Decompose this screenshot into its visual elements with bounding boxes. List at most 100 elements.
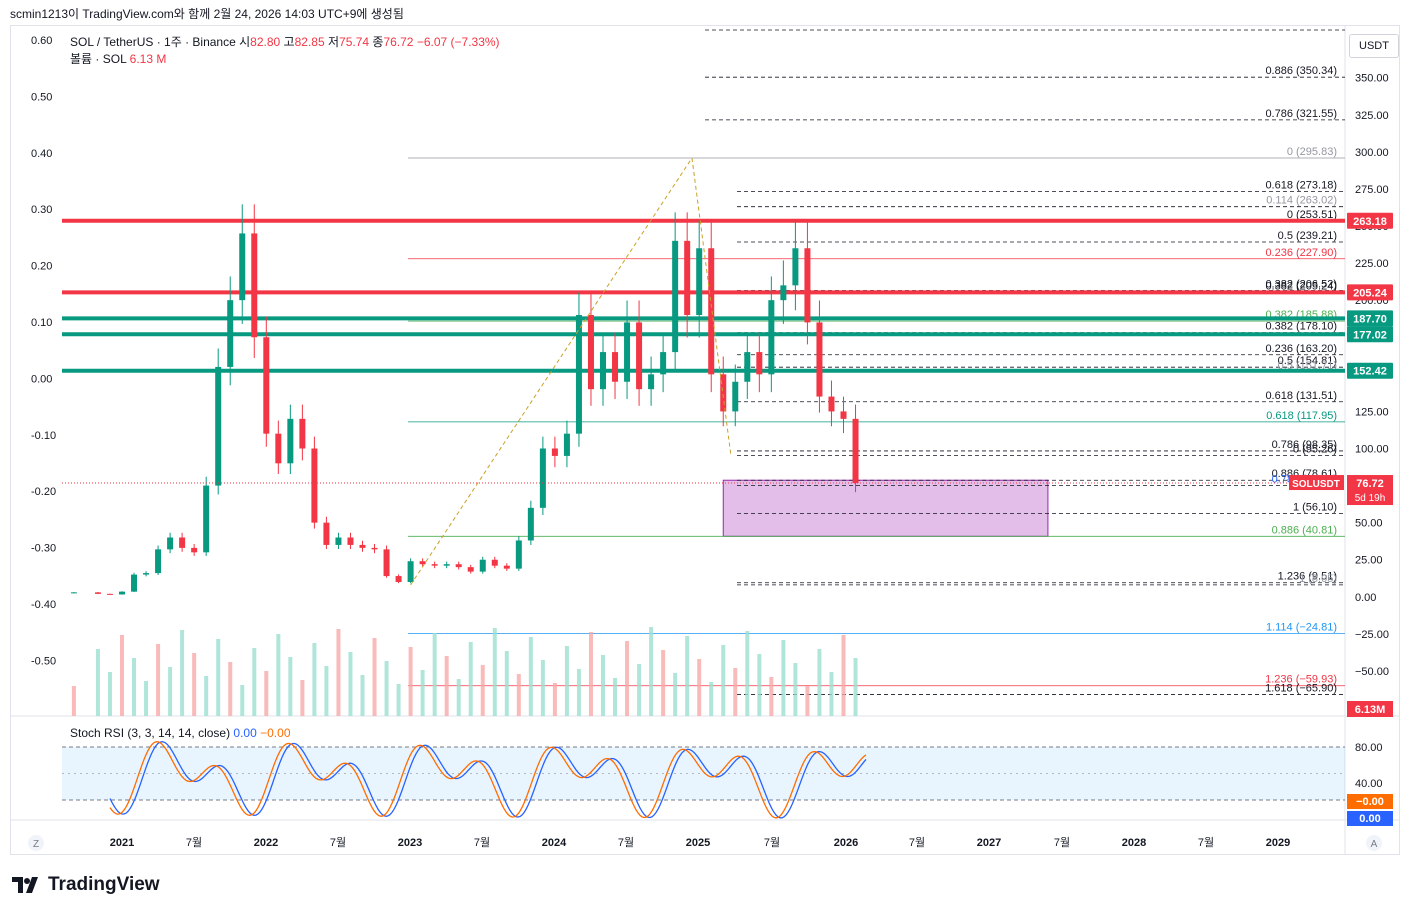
price-badge-text: 187.70 (1353, 313, 1387, 325)
fib-level-label: 0.786 (98.35) (1272, 439, 1337, 451)
fib-level-label: 0.886 (40.81) (1272, 524, 1337, 536)
candle-body (539, 448, 546, 508)
volume-bar (336, 629, 341, 716)
right-axis-tick: −50.00 (1355, 666, 1389, 678)
volume-badge (1347, 701, 1393, 717)
volume-bar (853, 658, 858, 716)
candle-body (263, 337, 270, 434)
price-badge (1347, 310, 1393, 327)
candle-body (575, 315, 582, 434)
candle-body (119, 591, 125, 595)
candle-body (852, 418, 859, 484)
volume-bar (829, 672, 834, 716)
volume-bar (288, 657, 293, 716)
time-axis-label: 2027 (977, 837, 1001, 849)
volume-bar (685, 636, 690, 716)
candle-body (708, 248, 715, 375)
fib-level-label: 1.618 (−65.90) (1265, 683, 1337, 695)
volume-bar (120, 635, 124, 716)
currency-button[interactable]: USDT (1349, 34, 1399, 58)
candle-body (732, 381, 739, 412)
candle-body (816, 322, 823, 397)
candle-body (780, 285, 787, 301)
fib-level-label: 0.382 (178.10) (1265, 321, 1337, 333)
price-badge-text: 205.24 (1353, 287, 1388, 299)
price-badge (1347, 326, 1393, 343)
left-axis-tick: -0.10 (31, 430, 56, 442)
volume-bar (564, 646, 569, 716)
fib-level-label: 0.236 (227.90) (1265, 247, 1337, 259)
candle-body (371, 547, 378, 550)
rsi-d-line (109, 741, 867, 819)
volume-bar (95, 649, 100, 716)
time-axis-label: 7월 (1198, 836, 1214, 849)
tradingview-logo[interactable]: TradingView (12, 874, 160, 896)
volume-bar (625, 641, 630, 716)
volume-bar (805, 686, 810, 716)
fib-level-label: 0 (95.26) (1293, 444, 1337, 456)
price-badge-text: 152.42 (1353, 366, 1387, 378)
volume-bar (709, 682, 714, 716)
chart-frame[interactable]: 0.60 0.50 0.40 0.30 0.20 0.10 0.00 -0.10 -0.20 -0… (10, 25, 1400, 855)
volume-bar (817, 649, 822, 716)
candle-body (672, 240, 679, 353)
volume-bar (504, 651, 509, 716)
fib-level-label: 1.236 (−59.93) (1265, 674, 1337, 686)
fib-level-label: 0.382 (206.52) (1265, 278, 1337, 290)
symbol-legend: SOL / TetherUS · 1주 · Binance 시82.80 고82… (70, 35, 500, 49)
volume-bar (264, 671, 269, 716)
candle-body (227, 300, 234, 367)
volume-legend: 볼륨 · SOL 6.13 M (70, 52, 166, 66)
volume-bar (71, 686, 76, 716)
candle-body (744, 352, 751, 382)
candle-body (251, 233, 258, 338)
tradingview-logo-icon (12, 877, 38, 893)
trend-line (691, 157, 732, 456)
candle-body (696, 248, 703, 316)
time-axis-label: 2024 (542, 837, 567, 849)
left-axis-tick: 0.20 (31, 261, 52, 273)
candle-body (179, 537, 186, 548)
fib-level-label: 0.886 (350.34) (1265, 65, 1337, 77)
candle-body (203, 485, 210, 553)
time-axis-label: 7월 (186, 836, 202, 849)
candle-body (479, 559, 486, 572)
volume-bar (733, 668, 738, 716)
right-axis-tick: 0.00 (1355, 592, 1376, 604)
candle-body (624, 322, 631, 382)
volume-bar (107, 672, 112, 716)
candle-body (347, 537, 354, 545)
rsi-axis-tick: 40.00 (1355, 778, 1383, 790)
candle-body (804, 248, 811, 323)
volume-bar (324, 666, 329, 716)
fib-level-label: 0.618 (117.95) (1266, 410, 1337, 422)
right-axis-tick: 350.00 (1355, 73, 1389, 85)
candle-body (323, 522, 330, 545)
left-axis-tick: 0.10 (31, 317, 52, 329)
candle-body (215, 366, 222, 486)
rsi-axis-tick: 80.00 (1355, 742, 1383, 754)
fib-level-label: 0.618 (273.18) (1265, 180, 1337, 192)
left-axis-tick: -0.30 (31, 543, 56, 555)
share-caption: scmin1213이 TradingView.com와 함께 2월 24, 20… (10, 7, 404, 21)
time-axis-label: 2023 (398, 837, 422, 849)
volume-bar (144, 681, 149, 716)
candle-body (455, 564, 462, 568)
target-zone (722, 479, 1049, 537)
price-chart[interactable]: 0.60 0.50 0.40 0.30 0.20 0.10 0.00 -0.10 -0.20 -0… (11, 26, 1399, 854)
price-badge (1347, 284, 1393, 301)
right-axis-tick: 100.00 (1355, 444, 1389, 456)
candle-body (491, 559, 498, 566)
candle-body (563, 433, 570, 456)
fib-level-label: 0.114 (263.02) (1266, 195, 1337, 207)
time-axis-label: 7월 (1054, 836, 1070, 849)
candle-body (828, 396, 835, 412)
right-axis-tick: 275.00 (1355, 184, 1389, 196)
candle-body (636, 322, 643, 390)
candle-body (660, 352, 667, 375)
time-axis-label: 7월 (909, 836, 925, 849)
candle-body (191, 547, 198, 553)
volume-bar (673, 673, 678, 716)
volume-bar (228, 662, 233, 716)
volume-bar (312, 643, 317, 716)
